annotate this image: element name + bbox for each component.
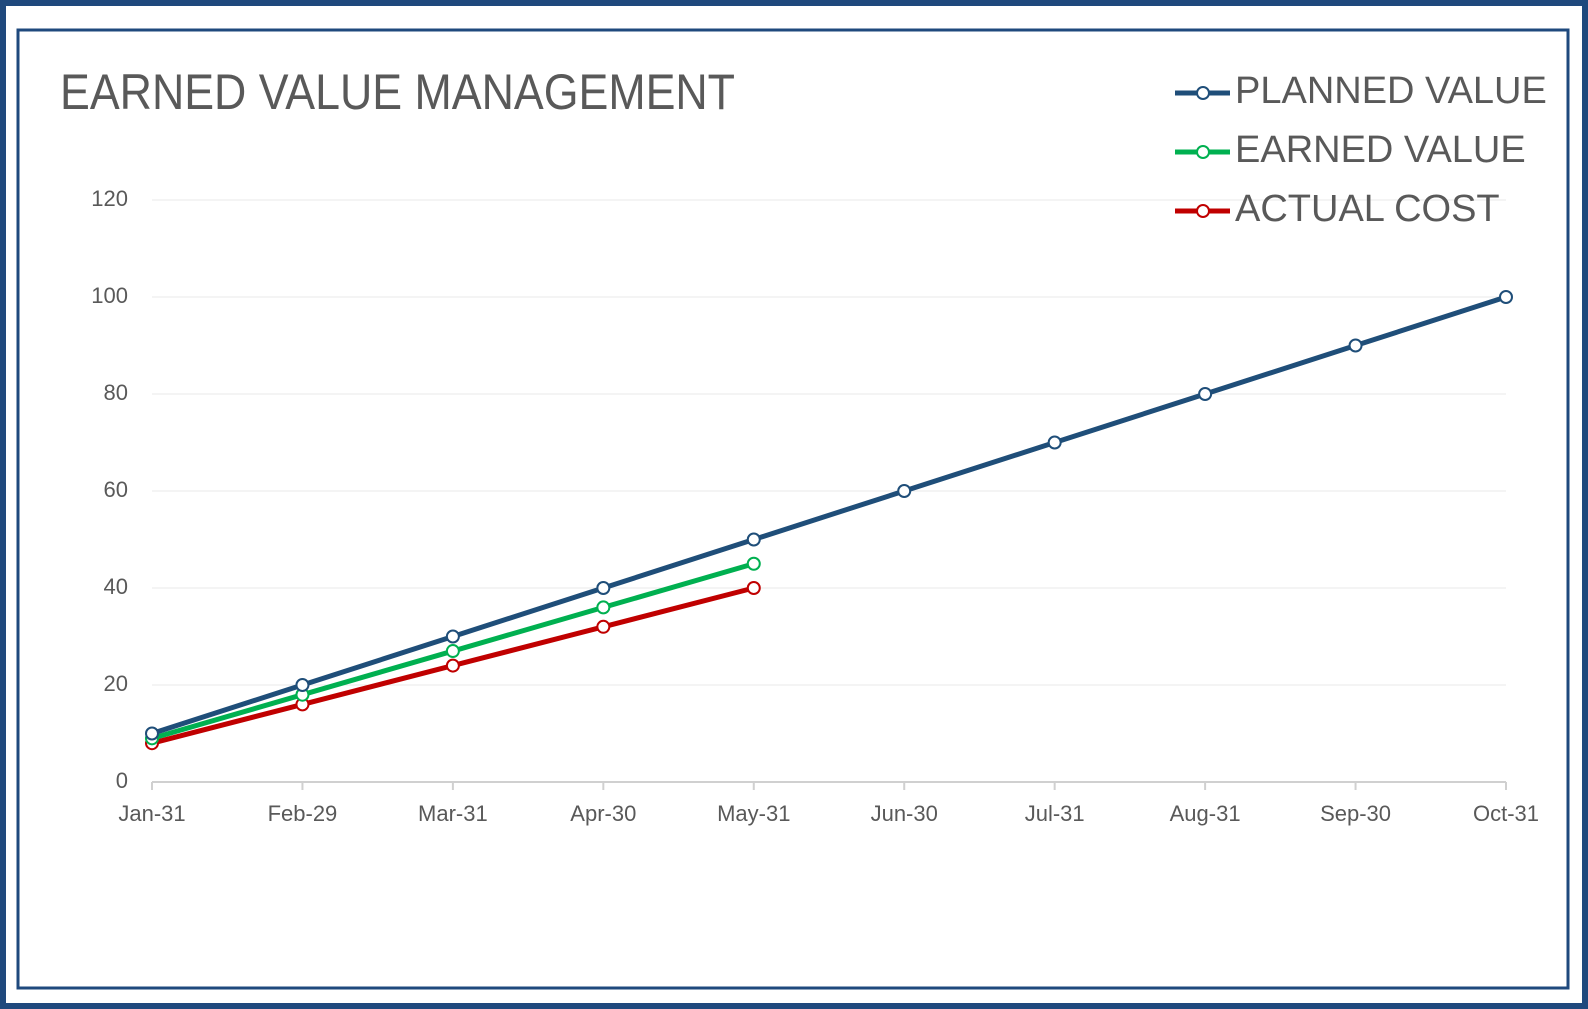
x-tick-label: Jan-31 [118,801,185,826]
legend-marker [1196,86,1210,100]
legend-marker [1196,204,1210,218]
y-tick-label: 40 [104,574,128,599]
x-tick-label: May-31 [717,801,790,826]
legend-marker [1196,145,1210,159]
data-point [746,556,761,571]
y-tick-label: 0 [116,768,128,793]
y-tick-label: 80 [104,380,128,405]
x-tick-label: Oct-31 [1473,801,1539,826]
data-point [145,726,159,741]
y-tick-label: 100 [91,283,128,308]
y-tick-label: 20 [104,671,128,696]
x-tick-label: Jun-30 [871,801,938,826]
data-point [897,484,912,498]
x-tick-label: Sep-30 [1320,801,1391,826]
legend-label: ACTUAL COST [1235,188,1500,230]
x-tick-label: Aug-31 [1170,801,1241,826]
data-point [445,644,460,659]
x-tick-label: Jul-31 [1025,801,1085,826]
data-point [1198,387,1213,401]
data-point [746,581,761,595]
legend-label: PLANNED VALUE [1235,70,1547,112]
data-point [596,581,611,595]
data-point [445,629,460,644]
data-point [746,532,761,547]
y-tick-label: 120 [91,186,128,211]
legend-label: EARNED VALUE [1235,129,1526,171]
series-line [151,294,1507,736]
data-point [1499,290,1513,304]
data-point [445,658,460,673]
inner-frame [16,28,1570,990]
y-tick-label: 60 [104,477,128,502]
data-point [295,678,310,692]
x-tick-label: Mar-31 [418,801,488,826]
x-tick-label: Feb-29 [268,801,338,826]
data-point [596,600,611,615]
x-tick-label: Apr-30 [570,801,636,826]
chart-title: EARNED VALUE MANAGEMENT [60,64,735,120]
data-point [596,619,611,634]
data-point [1348,338,1363,353]
data-point [1047,435,1062,450]
